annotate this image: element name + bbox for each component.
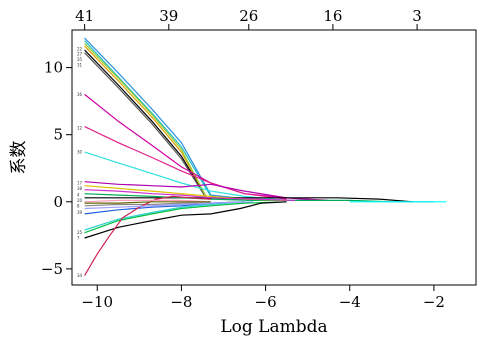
variable-label: 34 <box>77 273 83 278</box>
x-tick-label: −4 <box>339 293 361 311</box>
coefficient-line-4 <box>84 52 208 200</box>
coefficient-line-23 <box>84 189 296 201</box>
y-axis: −5 0 5 10 <box>41 59 72 278</box>
variable-label: 39 <box>77 210 83 215</box>
y-tick-label: 5 <box>53 126 63 144</box>
variable-label: 27 <box>77 52 83 57</box>
variable-label: 38 <box>77 186 83 191</box>
top-tick-label: 41 <box>75 7 94 25</box>
variable-label: 31 <box>77 62 83 67</box>
coefficient-line-17 <box>84 201 245 231</box>
x-tick-label: −8 <box>170 293 192 311</box>
variable-label: 20 <box>77 198 83 203</box>
y-tick-label: −5 <box>41 260 63 278</box>
variable-label: 25 <box>77 230 83 235</box>
variable-label: 30 <box>77 150 83 155</box>
coefficient-line-2 <box>84 40 249 201</box>
coefficient-line-19 <box>84 195 211 276</box>
coefficient-line-6 <box>84 42 208 199</box>
variable-label: 36 <box>77 92 83 97</box>
coefficient-line-16 <box>84 201 287 234</box>
variable-label: 22 <box>77 46 83 51</box>
coefficient-line-20 <box>84 199 211 203</box>
coefficient-line-18 <box>84 201 287 239</box>
x-axis-title: Log Lambda <box>220 317 327 337</box>
y-tick-label: 0 <box>53 193 63 211</box>
x-tick-label: −10 <box>81 293 113 311</box>
variable-label: 8 <box>77 203 80 208</box>
top-tick-label: 39 <box>159 7 178 25</box>
x-tick-label: −6 <box>255 293 277 311</box>
coefficient-line-9 <box>84 151 287 201</box>
top-tick-label: 3 <box>412 7 422 25</box>
coefficient-line-21 <box>84 201 254 210</box>
top-tick-label: 16 <box>323 7 342 25</box>
plot-frame <box>71 29 477 286</box>
x-axis-bottom: −10 −8 −6 −4 −2 <box>81 285 445 311</box>
x-tick-label: −2 <box>423 293 445 311</box>
coefficient-line-10 <box>84 181 317 201</box>
top-tick-label: 26 <box>239 7 258 25</box>
x-axis-top: 41 39 26 16 3 <box>75 7 422 30</box>
variable-label: 4 <box>77 193 80 198</box>
y-tick-label: 10 <box>44 59 63 77</box>
coefficient-line-12 <box>84 193 434 203</box>
variable-label: 7 <box>77 236 80 241</box>
coefficient-line-24 <box>84 201 211 204</box>
plot-border <box>71 29 477 286</box>
variable-label: 17 <box>77 181 83 186</box>
coefficient-lines <box>84 37 447 276</box>
coefficient-line-8 <box>84 126 287 200</box>
variable-label: 35 <box>77 57 83 62</box>
y-axis-title: 系数 <box>9 141 29 175</box>
coefficient-line-5 <box>84 45 208 199</box>
variable-label: 12 <box>77 125 83 130</box>
